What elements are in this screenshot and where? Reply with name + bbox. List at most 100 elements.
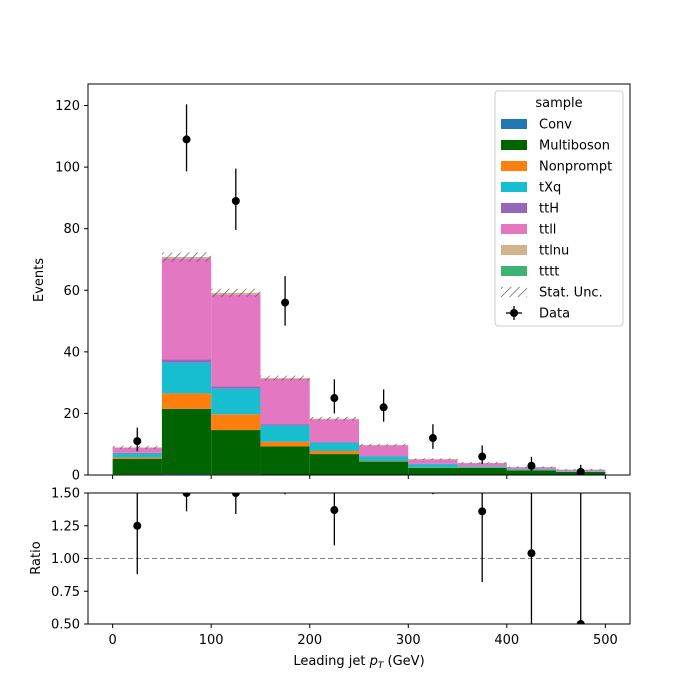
ratio-point-bin-9 [576,620,585,624]
legend-swatch-multiboson [501,140,527,150]
ratio-x-ticks: 0 100 200 300 400 500 [108,624,618,648]
bar-ttll-bin-1 [161,258,212,360]
main-y-tick-label-60: 60 [63,284,80,299]
ratio-y-tick-label-1: 0.75 [51,585,80,600]
stat-unc-band-bin-1 [161,252,212,262]
legend-swatch-tth [501,203,527,213]
main-y-tick-label-20: 20 [63,407,80,422]
bar-multiboson-bin-0 [112,458,162,475]
stat-unc-band-bin-6 [408,458,458,461]
ratio-x-tick-label-300: 300 [396,633,421,648]
ratio-panel: 0 100 200 300 400 500 0.50 0.75 1.00 1.25 1.50 Ra… [29,487,631,671]
bar-multiboson-bin-6 [408,467,458,475]
bar-txq-bin-7 [457,466,507,468]
bar-txq-bin-1 [161,362,212,394]
legend-label-multiboson: Multiboson [539,139,610,154]
bar-txq-bin-3 [260,425,310,442]
ratio-x-tick-label-100: 100 [199,633,224,648]
stat-unc-band-bin-4 [309,416,359,421]
ratio-point-bin-4 [330,506,339,515]
legend-label-ttlnu: ttlnu [539,244,569,259]
bar-nonprompt-bin-1 [161,393,212,409]
ratio-y-axis-label: Ratio [29,541,44,574]
bar-ttll-bin-4 [309,419,359,443]
legend-label-ttll: ttll [539,223,556,238]
ratio-y-ticks: 0.50 0.75 1.00 1.25 1.50 [51,487,88,633]
legend-marker-data [510,309,518,317]
main-panel: 0 20 40 60 80 100 120 Events sample Conv Multibo… [32,83,631,484]
ratio-x-tick-label-400: 400 [494,633,519,648]
ratio-point-bin-0 [133,521,142,530]
legend-swatch-ttlnu [501,245,527,255]
legend-label-txq: tXq [539,181,561,196]
legend-label-conv: Conv [539,118,572,133]
bar-multiboson-bin-5 [359,461,409,475]
bar-multiboson-bin-3 [260,446,310,475]
ratio-y-tick-label-2: 1.00 [51,552,80,567]
bar-tth-bin-3 [260,424,310,426]
bar-tth-bin-0 [112,452,162,454]
data-point-bin-4 [330,394,339,403]
bar-tth-bin-1 [161,359,212,363]
main-y-axis-label: Events [32,258,47,302]
legend-label-data: Data [539,307,570,322]
ratio-x-tick-label-500: 500 [593,633,618,648]
legend-swatch-ttll [501,224,527,234]
data-point-bin-2 [231,196,240,205]
stat-unc-band-bin-5 [359,443,409,447]
bar-multiboson-bin-1 [161,408,212,475]
bar-multiboson-bin-4 [309,454,359,475]
bar-nonprompt-bin-3 [260,441,310,447]
bar-nonprompt-bin-2 [211,414,261,431]
data-point-bin-6 [428,434,437,443]
ratio-point-bin-7 [478,507,487,516]
bar-nonprompt-bin-5 [359,460,409,462]
main-plot-area [112,104,606,475]
ratio-plot-area [88,493,630,624]
ratio-point-bin-8 [527,549,536,558]
legend-swatch-stat-unc- [501,287,527,297]
bar-txq-bin-2 [211,388,261,415]
ratio-y-tick-label-3: 1.25 [51,519,80,534]
bar-ttll-bin-3 [260,378,310,425]
bar-tth-bin-4 [309,442,359,443]
bar-ttll-bin-7 [457,463,507,467]
bar-txq-bin-4 [309,442,359,451]
bar-txq-bin-5 [359,456,409,461]
ratio-y-tick-label-0: 0.50 [51,618,80,633]
bar-multiboson-bin-2 [211,430,261,475]
main-x-ticks [112,475,606,479]
legend: sample Conv Multiboson Nonprompt tXq ttH ttll t… [494,90,624,327]
legend-swatch-nonprompt [501,161,527,171]
data-point-bin-9 [576,467,585,475]
bar-multiboson-bin-7 [457,467,507,475]
ratio-point-bin-1 [182,493,191,497]
main-y-tick-label-100: 100 [55,161,80,176]
legend-swatch-txq [501,182,527,192]
main-y-tick-label-0: 0 [72,469,80,484]
bar-multiboson-bin-8 [506,470,557,475]
legend-label-nonprompt: Nonprompt [539,160,612,175]
legend-label-tth: ttH [539,202,559,217]
legend-label-tttt: tttt [539,265,559,280]
main-y-tick-label-120: 120 [55,99,80,114]
stat-unc-band-bin-3 [260,375,310,381]
bar-nonprompt-bin-4 [309,450,359,455]
main-y-tick-label-40: 40 [63,345,80,360]
bar-ttll-bin-6 [408,459,458,464]
bar-ttll-bin-2 [211,294,261,387]
main-frame [87,83,631,476]
bar-nonprompt-bin-0 [112,457,162,459]
data-point-bin-8 [527,461,536,470]
bar-txq-bin-6 [408,464,458,468]
legend-swatch-conv [501,119,527,129]
legend-label-stat-unc-: Stat. Unc. [539,286,603,301]
ratio-x-axis-label: Leading jet pT (GeV) [293,654,424,671]
ratio-point-bin-2 [231,493,240,497]
legend-swatch-tttt [501,266,527,276]
ratio-x-tick-label-0: 0 [108,633,116,648]
bar-tth-bin-2 [211,386,261,389]
data-point-bin-1 [182,135,191,144]
bar-ttll-bin-5 [359,445,409,457]
